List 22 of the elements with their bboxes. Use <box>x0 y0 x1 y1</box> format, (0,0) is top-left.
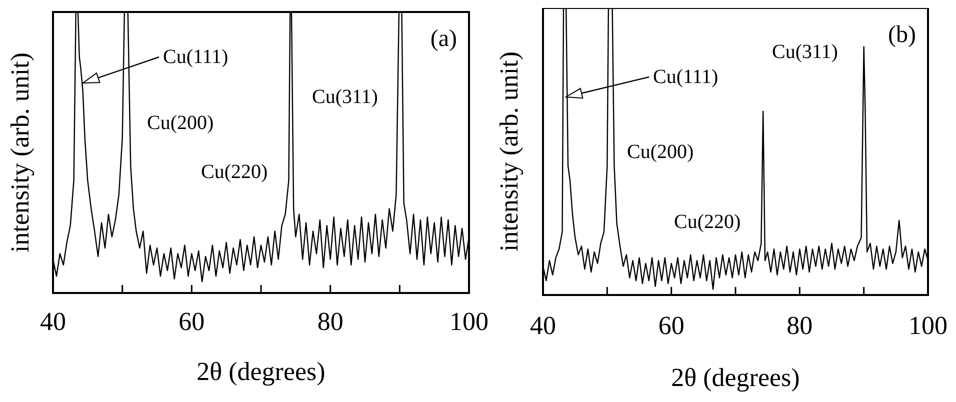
x-tick-label: 100 <box>908 311 948 340</box>
annotation: Cu(111) <box>653 66 718 88</box>
x-tick-label: 80 <box>317 307 344 336</box>
x-tick-label: 60 <box>658 311 684 340</box>
x-tick-label: 60 <box>178 307 205 336</box>
y-axis-title: intensity (arb. unit) <box>494 51 524 252</box>
annotation: (a) <box>430 26 457 52</box>
annotation: Cu(200) <box>147 112 214 134</box>
annotation: Cu(111) <box>163 46 228 68</box>
annotation: Cu(220) <box>674 211 741 233</box>
annotation: Cu(311) <box>312 86 378 108</box>
annotation: Cu(220) <box>201 161 268 183</box>
annotation: (b) <box>888 22 916 48</box>
annotation: Cu(311) <box>772 41 838 63</box>
y-axis-title: intensity (arb. unit) <box>6 52 34 253</box>
x-axis-title: 2θ (degrees) <box>671 363 800 392</box>
x-tick-label: 80 <box>786 311 813 340</box>
x-tick-label: 40 <box>40 307 66 336</box>
x-tick-label: 100 <box>450 307 488 336</box>
x-axis-title: 2θ (degrees) <box>196 357 326 386</box>
annotation: Cu(200) <box>627 141 694 163</box>
x-tick-label: 40 <box>530 311 556 340</box>
